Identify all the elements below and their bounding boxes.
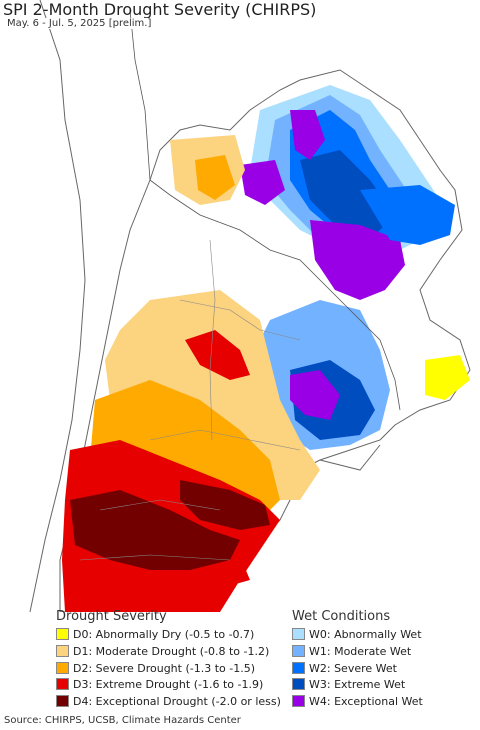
legend-item-d2: D2: Severe Drought (-1.3 to -1.5) [56,661,255,675]
dry-d4-south [70,490,240,570]
legend-swatch [292,695,305,707]
dry-d3-island [225,568,250,585]
legend-swatch [292,645,305,657]
drought-map [29,0,471,612]
legend-swatch [56,678,69,690]
legend-item-w0: W0: Abnormally Wet [292,627,422,641]
legend-label: W0: Abnormally Wet [309,627,422,641]
legend-swatch [56,628,69,640]
source-credit: Source: CHIRPS, UCSB, Climate Hazards Ce… [4,715,241,726]
legend-swatch [292,662,305,674]
wet-w4-north [290,110,325,160]
legend-item-d0: D0: Abnormally Dry (-0.5 to -0.7) [56,627,254,641]
legend-label: W2: Severe Wet [309,661,397,675]
map-subtitle: May. 6 - Jul. 5, 2025 [prelim.] [5,18,154,29]
legend-label: D3: Extreme Drought (-1.6 to -1.9) [73,677,264,691]
legend-swatch [56,645,69,657]
legend-item-w2: W2: Severe Wet [292,661,397,675]
dry-d3-central [185,330,250,380]
legend-item-w1: W1: Moderate Wet [292,644,411,658]
drought-legend-title: Drought Severity [56,609,167,624]
wet-legend-title: Wet Conditions [292,609,391,624]
legend-label: W3: Extreme Wet [309,677,406,691]
legend-label: D2: Severe Drought (-1.3 to -1.5) [73,661,256,675]
legend-swatch [56,662,69,674]
wet-w4-northeast [310,220,405,300]
dry-d4-north [180,480,270,530]
province-border-line [179,299,301,341]
province-border-line [79,554,231,561]
country-border-line [359,319,401,411]
province-border-line [99,499,221,511]
dry-d2-north [195,155,235,200]
legend-item-d1: D1: Moderate Drought (-0.8 to -1.2) [56,644,269,658]
country-border-line [129,9,151,181]
legend-swatch [292,678,305,690]
legend-swatch [292,628,305,640]
province-border-line [149,429,301,451]
wet-w3-north [300,150,395,235]
legend-item-d3: D3: Extreme Drought (-1.6 to -1.9) [56,677,263,691]
legend-item-w4: W4: Exceptional Wet [292,694,423,708]
map-title: SPI 2-Month Drought Severity (CHIRPS) [3,0,317,19]
wet-w2-east [360,185,455,245]
province-border-line [209,239,216,441]
legend-label: D0: Abnormally Dry (-0.5 to -0.7) [73,627,255,641]
legend-label: D1: Moderate Drought (-0.8 to -1.2) [73,644,270,658]
legend-item-d4: D4: Exceptional Drought (-2.0 or less) [56,694,281,708]
coastline-east [319,444,381,471]
legend-item-w3: W3: Extreme Wet [292,677,405,691]
legend-label: W4: Exceptional Wet [309,694,423,708]
legend-label: W1: Moderate Wet [309,644,412,658]
dry-d1-central [105,290,320,500]
dry-d0-northeast [425,355,470,400]
legend-swatch [56,695,69,707]
coastline-west [29,0,86,612]
wet-w4-northwest [240,160,285,205]
legend-label: D4: Exceptional Drought (-2.0 or less) [73,694,281,708]
wet-w4-central [290,370,340,420]
country-border-line [149,179,361,321]
